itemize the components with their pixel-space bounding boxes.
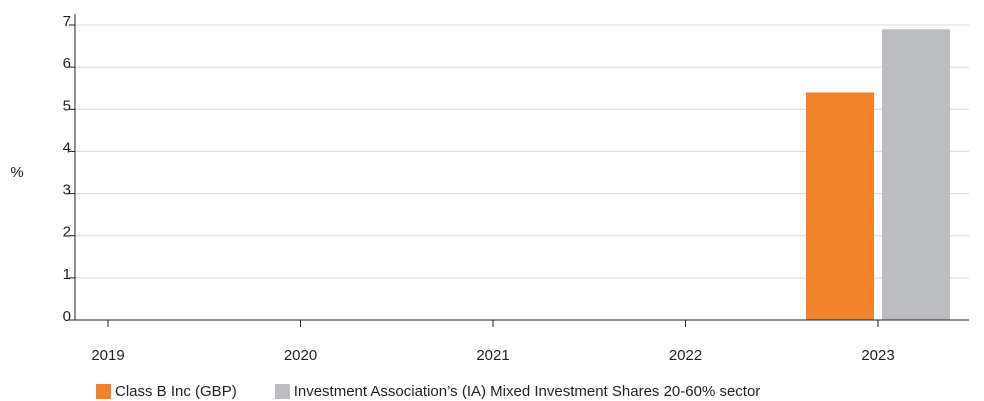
legend-item-class-b: Class B Inc (GBP)	[96, 383, 237, 400]
y-tick-label: 3	[63, 182, 71, 199]
y-tick-label: 7	[63, 13, 71, 30]
y-tick-label: 5	[63, 97, 71, 114]
bars	[806, 29, 950, 320]
legend: Class B Inc (GBP) Investment Association…	[96, 383, 798, 400]
y-axis-label: %	[10, 164, 23, 181]
x-tick-label: 2023	[861, 347, 894, 364]
legend-label-class-b: Class B Inc (GBP)	[115, 383, 237, 400]
x-tick-label: 2022	[669, 347, 702, 364]
y-tick-label: 4	[63, 139, 71, 156]
legend-item-ia-sector: Investment Association’s (IA) Mixed Inve…	[274, 383, 761, 400]
legend-swatch-ia-sector	[274, 384, 290, 399]
x-tick-label: 2020	[284, 347, 317, 364]
x-tick-label: 2019	[91, 347, 124, 364]
y-tick-label: 0	[63, 308, 71, 325]
x-tick-label: 2021	[476, 347, 509, 364]
legend-label-ia-sector: Investment Association’s (IA) Mixed Inve…	[293, 383, 761, 400]
y-tick-label: 1	[63, 266, 71, 283]
y-axis-ticks: 0 1 2 3 4 5 6 7	[63, 13, 75, 325]
y-tick-label: 2	[63, 224, 71, 241]
y-tick-label: 6	[63, 55, 71, 72]
legend-swatch-class-b	[96, 384, 111, 399]
gridlines	[75, 24, 969, 279]
bar-2023-series-1	[882, 29, 950, 320]
x-axis-ticks: 2019 2020 2021 2022 2023	[91, 320, 895, 364]
bar-2023-series-0	[806, 92, 874, 320]
bar-chart: 0 1 2 3 4 5 6 7 % 2019 2020 2021 2022 2023	[10, 13, 969, 364]
